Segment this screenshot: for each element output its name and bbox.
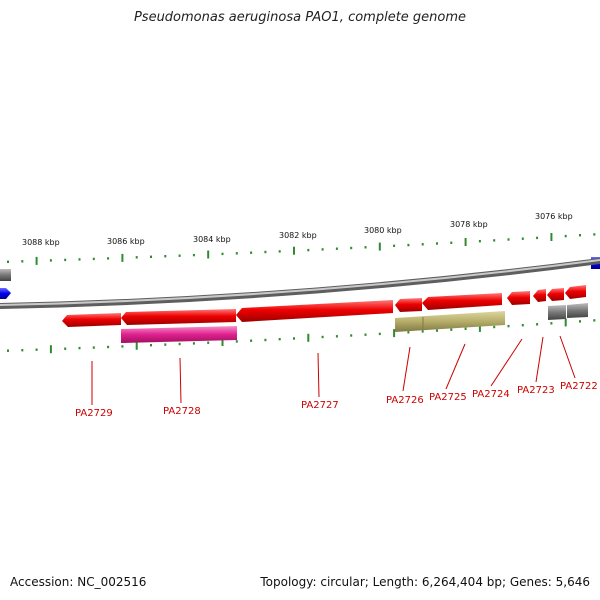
gene-feature-pa2722a[interactable] xyxy=(547,288,564,301)
outer-tick-ring xyxy=(7,233,596,265)
gene-label-pa2729[interactable]: PA2729 xyxy=(75,408,113,419)
gene-feature-pa2728[interactable] xyxy=(121,309,236,325)
gene-label-pa2722[interactable]: PA2722 xyxy=(560,381,598,392)
coordinate-label: 3080 kbp xyxy=(364,226,402,235)
gene-label-pa2725[interactable]: PA2725 xyxy=(429,392,467,403)
feature-gray[interactable] xyxy=(567,303,588,318)
genome-backbone-highlight xyxy=(0,259,600,306)
page-title: Pseudomonas aeruginosa PAO1, complete ge… xyxy=(133,10,467,25)
coordinate-label: 3082 kbp xyxy=(279,231,317,240)
gene-feature-pa2727[interactable] xyxy=(236,300,393,322)
gene-feature-pa2724[interactable] xyxy=(507,291,530,305)
gene-feature-pa2722b[interactable] xyxy=(565,285,586,299)
coordinate-label: 3076 kbp xyxy=(535,212,573,221)
gene-label-pa2726[interactable]: PA2726 xyxy=(386,395,424,406)
feature-magenta[interactable] xyxy=(121,326,237,343)
gene-feature-pa2723[interactable] xyxy=(533,289,546,302)
gene-feature-pa2729[interactable] xyxy=(62,313,121,327)
accession-text: Accession: NC_002516 xyxy=(10,575,147,589)
gene-labels: PA2729 PA2728 PA2727 PA2726 PA2725 PA272… xyxy=(75,381,598,419)
coordinate-label: 3086 kbp xyxy=(107,237,145,246)
gene-feature-pa2725[interactable] xyxy=(422,293,502,310)
coordinate-label: 3088 kbp xyxy=(22,238,60,247)
cds-track xyxy=(62,285,586,327)
gene-label-pa2727[interactable]: PA2727 xyxy=(301,400,339,411)
secondary-track xyxy=(121,303,588,343)
coordinate-labels: 3088 kbp 3086 kbp 3084 kbp 3082 kbp 3080… xyxy=(22,212,573,247)
feature-blue[interactable] xyxy=(0,288,11,299)
gene-label-pa2723[interactable]: PA2723 xyxy=(517,385,555,396)
gene-label-pa2724[interactable]: PA2724 xyxy=(472,389,510,400)
feature-gray[interactable] xyxy=(548,305,566,320)
genome-summary-text: Topology: circular; Length: 6,264,404 bp… xyxy=(260,575,590,589)
coordinate-label: 3078 kbp xyxy=(450,220,488,229)
coordinate-label: 3084 kbp xyxy=(193,235,231,244)
feature-gray[interactable] xyxy=(0,269,11,281)
gene-label-pa2728[interactable]: PA2728 xyxy=(163,406,201,417)
gene-label-leaders xyxy=(91,335,576,405)
gene-feature-pa2726[interactable] xyxy=(395,298,422,312)
feature-olive[interactable] xyxy=(395,311,505,332)
